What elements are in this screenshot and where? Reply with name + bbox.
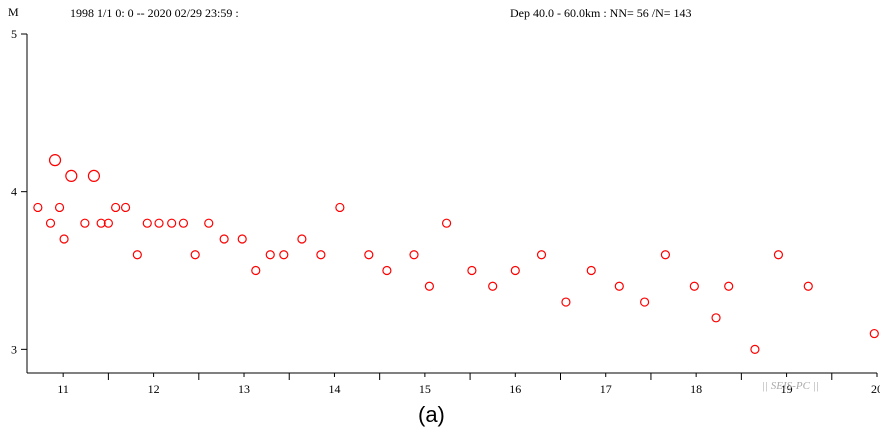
data-point [190, 250, 200, 260]
depth-info-header: Dep 40.0 - 60.0km : NN= 56 /N= 143 [510, 6, 692, 20]
data-point [279, 250, 289, 260]
data-point [536, 250, 547, 260]
x-tick-label: 16 [509, 382, 521, 396]
x-tick-label: 13 [238, 382, 250, 396]
data-point [711, 313, 721, 323]
data-point [33, 202, 43, 213]
x-tick-label: 20 [871, 382, 880, 396]
data-point [45, 218, 56, 228]
data-point [59, 234, 69, 244]
data-point [167, 218, 177, 228]
data-point [510, 265, 520, 276]
x-tick-label: 12 [148, 382, 160, 396]
data-point [640, 297, 650, 307]
x-tick-label: 14 [328, 382, 340, 396]
data-point [204, 218, 214, 228]
data-point [111, 202, 121, 213]
x-tick-label: 11 [57, 382, 69, 396]
data-point [561, 297, 571, 307]
data-point [409, 250, 419, 260]
data-point [219, 234, 229, 244]
data-point [773, 250, 784, 260]
data-point [120, 202, 131, 213]
data-point [335, 202, 345, 213]
x-tick-label: 18 [690, 382, 702, 396]
data-point [750, 344, 760, 354]
scatter-plot: 3 4 5 11 12 13 14 15 16 17 18 19 20 [11, 27, 880, 396]
data-point [142, 218, 152, 228]
x-tick-label: 15 [419, 382, 431, 396]
data-point [96, 218, 106, 228]
data-point [689, 281, 699, 291]
data-point [724, 281, 734, 291]
data-point [178, 218, 189, 228]
data-point [80, 218, 90, 228]
data-point [316, 250, 326, 260]
y-tick-label: 4 [11, 185, 17, 199]
data-point [382, 265, 392, 276]
data-point [803, 281, 813, 291]
data-point [297, 234, 307, 244]
y-tick-label: 3 [11, 342, 17, 356]
data-point [660, 250, 671, 260]
data-point [488, 281, 498, 291]
data-point [265, 250, 275, 260]
data-point [364, 250, 374, 260]
data-point [237, 234, 247, 244]
data-point [54, 202, 65, 213]
data-point [467, 265, 477, 276]
y-tick-label: 5 [11, 27, 17, 41]
data-point [614, 281, 624, 291]
data-point [65, 169, 78, 183]
x-tick-label: 19 [781, 382, 793, 396]
data-point [48, 154, 62, 167]
data-point [132, 250, 142, 260]
data-point [869, 328, 879, 339]
watermark: || SEIS-PC || [762, 380, 819, 392]
data-point [103, 218, 113, 228]
data-point [441, 218, 452, 228]
figure-caption: (a) [418, 402, 445, 427]
data-point [251, 265, 261, 276]
data-point [586, 265, 596, 276]
time-range-header: 1998 1/1 0: 0 -- 2020 02/29 23:59 : [70, 6, 239, 20]
x-tick-label: 17 [600, 382, 612, 396]
data-point [154, 218, 164, 228]
data-point [87, 169, 101, 183]
y-axis-label: M [8, 5, 19, 19]
data-point [424, 281, 434, 291]
